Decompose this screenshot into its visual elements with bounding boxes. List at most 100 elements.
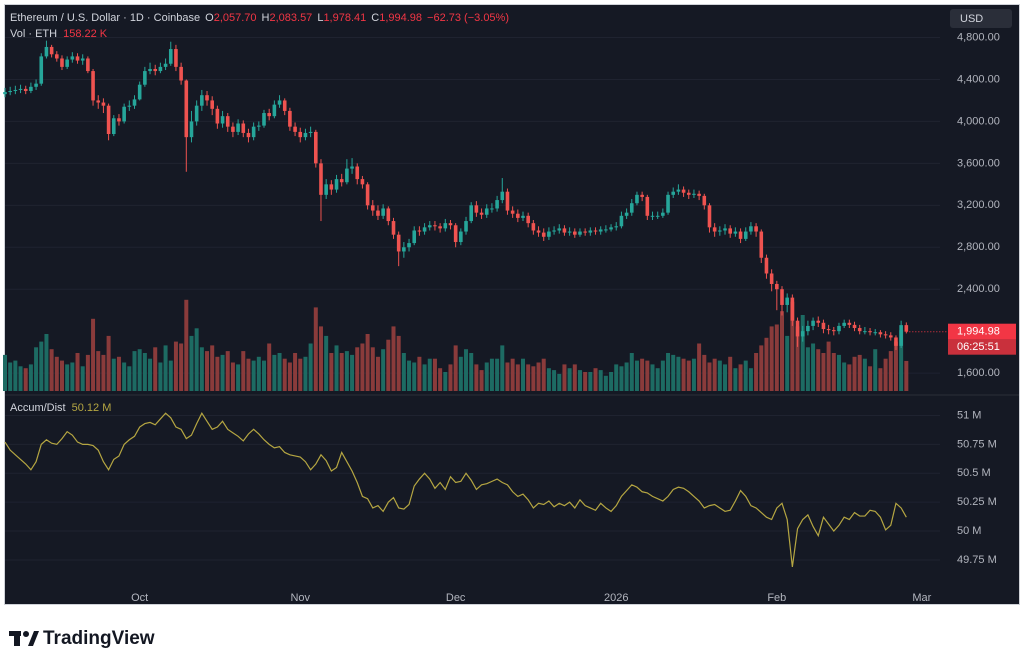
volume-bar [360,343,365,391]
candle-body [635,194,639,204]
volume-bar [236,364,241,391]
volume-bar [790,301,795,391]
volume-bar [458,356,463,391]
y-tick-label: 3,200.00 [957,199,1000,211]
volume-bar [137,349,142,391]
candle-body [70,56,75,60]
volume-bar [489,358,494,391]
volume-bar [904,360,909,391]
volume-bar [350,354,355,391]
currency-button[interactable] [950,9,1012,28]
candle-body [816,320,821,323]
volume-bar [272,354,277,391]
volume-bar [666,353,671,391]
candle-body [821,322,826,330]
ohlc-key: O [205,12,214,24]
volume-bar [888,351,893,391]
candle-body [629,203,634,213]
symbol-legend: Ethereum / U.S. Dollar · 1D · Coinbase O2… [10,12,509,24]
candle-body [604,229,608,231]
y-tick-label: 4,000.00 [957,115,1000,127]
volume-bar [230,362,235,391]
candle-body [106,105,111,134]
y-tick-label: 51 M [957,409,981,421]
candle-body [350,166,354,169]
candle-body [267,113,271,117]
volume-bar [847,364,852,391]
volume-bar [241,351,246,391]
candle-body [329,184,334,190]
candle-body [184,80,189,138]
candle-body [298,131,303,138]
candle-body [339,179,344,183]
candle-body [314,131,318,164]
volume-bar [80,366,85,391]
candle-body [583,231,587,233]
volume-bar [723,364,728,391]
currency-label[interactable]: USD [960,13,983,25]
candle-body [567,231,572,233]
candle-body [127,105,132,107]
candle-body [723,228,727,231]
candle-body [883,334,888,336]
candle-body [671,191,676,195]
y-tick-label: 1,600.00 [957,367,1000,379]
volume-bar [717,360,722,391]
volume-bar [562,364,567,391]
candle-body [857,328,862,332]
candle-body [806,325,810,332]
volume-bar [531,366,536,391]
candle-body [573,231,577,235]
volume-bar [101,354,106,391]
volume-bar [184,299,189,391]
volume-bar [743,360,748,391]
volume-bar [386,339,391,391]
candle-body [355,166,360,180]
x-tick-label: Dec [446,592,466,604]
volume-legend: Vol · ETH 158.22 K [10,28,108,40]
candle-body [790,297,795,321]
candle-body [785,297,789,305]
volume-bar [702,354,707,391]
candle-body [23,88,28,91]
candle-body [396,234,401,252]
volume-bar [122,362,127,391]
candle-body [536,230,541,233]
volume-bar [785,335,790,391]
volume-bar [246,358,251,391]
volume-bar [899,330,904,391]
volume-bar [13,360,18,391]
volume-bar [308,343,313,391]
volume-bar [215,356,220,391]
candle-body [904,325,909,332]
candle-body [557,228,562,231]
volume-bar [588,372,593,391]
volume-bar [603,375,608,391]
candle-body [552,230,556,232]
candle-body [484,208,489,215]
candle-body [743,231,748,239]
volume-bar [96,351,101,391]
volume-bar [158,362,163,391]
indicator-legend: Accum/Dist 50.12 M [10,402,111,414]
volume-bar [287,362,292,391]
candle-body [578,231,582,235]
volume-bar [831,353,836,391]
candle-body [712,227,717,232]
candle-body [464,221,468,232]
candle-body [438,226,442,229]
candle-body [34,83,38,87]
candle-body [521,215,525,218]
volume-bar [645,360,650,391]
volume-bar [691,358,696,391]
candle-body [749,226,753,232]
candle-body [117,118,121,122]
volume-bar [552,370,557,391]
volume-bar [826,341,831,391]
candle-body [86,58,90,72]
volume-bar [318,326,323,391]
candle-body [676,189,681,192]
countdown-tag [948,339,1016,355]
candle-body [479,212,484,215]
candle-body [800,331,805,337]
